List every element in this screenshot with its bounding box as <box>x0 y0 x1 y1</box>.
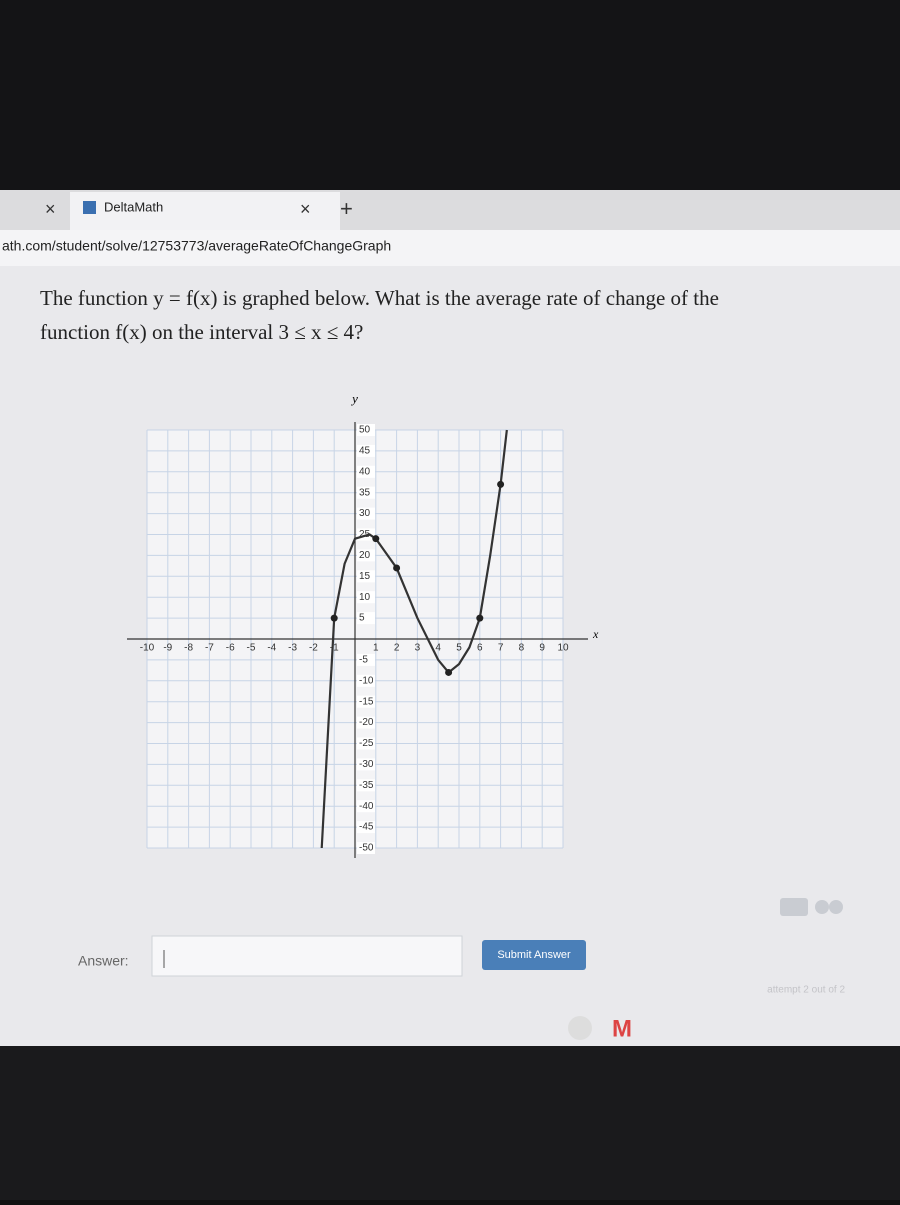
x-tick-label: -10 <box>140 643 155 654</box>
y-tick-label: 5 <box>359 613 365 624</box>
y-axis-label: y <box>350 391 358 406</box>
x-tick-label: 1 <box>373 643 379 654</box>
chrome-icon[interactable] <box>568 1016 592 1040</box>
x-tick-label: -3 <box>288 643 297 654</box>
y-tick-box <box>357 507 375 520</box>
y-tick-box <box>357 737 375 750</box>
y-tick-box <box>357 486 375 499</box>
gmail-icon[interactable]: M <box>612 1015 632 1042</box>
y-tick-box <box>357 821 375 834</box>
toggle-icon[interactable] <box>829 900 843 914</box>
favicon <box>83 201 96 214</box>
y-tick-label: 50 <box>359 425 371 436</box>
y-tick-box <box>357 465 375 478</box>
y-tick-label: 25 <box>359 529 371 540</box>
x-tick-label: 3 <box>415 643 421 654</box>
point <box>393 564 401 572</box>
y-tick-box <box>357 800 375 813</box>
x-tick-label: -8 <box>184 643 193 654</box>
y-tick-box <box>357 549 375 562</box>
x-tick-label: -1 <box>330 643 339 654</box>
y-tick-box <box>357 612 375 625</box>
x-tick-label: -4 <box>267 643 276 654</box>
x-tick-label: 4 <box>435 643 441 654</box>
y-tick-box <box>357 653 375 666</box>
bezel <box>0 0 900 190</box>
tab-close[interactable]: × <box>45 199 56 219</box>
x-tick-label: -2 <box>309 643 318 654</box>
tab-close[interactable]: × <box>300 199 311 219</box>
new-tab[interactable]: + <box>340 196 353 221</box>
y-tick-label: 35 <box>359 487 371 498</box>
y-tick-box <box>357 424 375 436</box>
x-tick-label: 5 <box>456 643 462 654</box>
tab[interactable] <box>70 192 340 230</box>
y-tick-label: -40 <box>359 801 374 812</box>
x-tick-label: -5 <box>247 643 256 654</box>
y-tick-label: -15 <box>359 696 374 707</box>
y-tick-box <box>357 591 375 604</box>
function-curve <box>320 429 508 849</box>
question-text: function f(x) on the interval 3 ≤ x ≤ 4? <box>40 320 363 344</box>
y-tick-box <box>357 716 375 729</box>
x-tick-label: 10 <box>557 643 569 654</box>
url-bar[interactable] <box>0 230 900 266</box>
x-tick-label: 8 <box>519 643 525 654</box>
y-tick-box <box>357 842 375 854</box>
point <box>476 614 484 622</box>
y-tick-label: 30 <box>359 508 371 519</box>
submit-label[interactable]: Submit Answer <box>497 949 571 961</box>
point <box>330 614 338 622</box>
y-tick-label: -5 <box>359 655 368 666</box>
submit-button[interactable] <box>482 940 586 970</box>
x-tick-label: -7 <box>205 643 214 654</box>
y-tick-box <box>357 674 375 687</box>
point <box>372 535 380 543</box>
y-tick-label: -10 <box>359 675 374 686</box>
y-tick-label: -45 <box>359 822 374 833</box>
question-text: The function y = f(x) is graphed below. … <box>40 286 719 310</box>
y-tick-label: -50 <box>359 843 374 854</box>
y-tick-box <box>357 779 375 792</box>
keyboard-icon[interactable] <box>780 898 808 916</box>
y-tick-label: -25 <box>359 738 374 749</box>
y-tick-label: 20 <box>359 550 371 561</box>
y-tick-box <box>357 570 375 583</box>
x-tick-label: 9 <box>539 643 545 654</box>
y-tick-label: 45 <box>359 446 371 457</box>
y-tick-box <box>357 758 375 771</box>
point <box>445 668 453 676</box>
y-tick-box <box>357 695 375 708</box>
y-tick-label: -20 <box>359 717 374 728</box>
y-tick-label: -30 <box>359 759 374 770</box>
point <box>497 480 505 488</box>
graph: xy-10 -9 -8 -7 -6 -5 -4 -3 -2 -1 1 2 3 4 5 6 7 8 9 10504540… <box>127 391 599 858</box>
y-tick-label: 15 <box>359 571 371 582</box>
x-tick-label: 6 <box>477 643 483 654</box>
toggle-icon[interactable] <box>815 900 829 914</box>
x-tick-label: -9 <box>163 643 172 654</box>
y-tick-label: 40 <box>359 466 371 477</box>
y-tick-label: -35 <box>359 780 374 791</box>
x-axis-label: x <box>592 627 599 641</box>
tab-title[interactable]: DeltaMath <box>104 199 163 214</box>
answer-input[interactable] <box>151 935 463 977</box>
x-tick-label: 7 <box>498 643 504 654</box>
url[interactable]: ath.com/student/solve/12753773/averageRa… <box>2 238 391 254</box>
answer-label: Answer: <box>78 953 129 969</box>
x-tick-label: -6 <box>226 643 235 654</box>
x-tick-label: 2 <box>394 643 400 654</box>
y-tick-label: 10 <box>359 592 371 603</box>
attempt-text: attempt 2 out of 2 <box>767 985 845 996</box>
y-tick-box <box>357 444 375 457</box>
taskbar <box>0 1046 900 1200</box>
